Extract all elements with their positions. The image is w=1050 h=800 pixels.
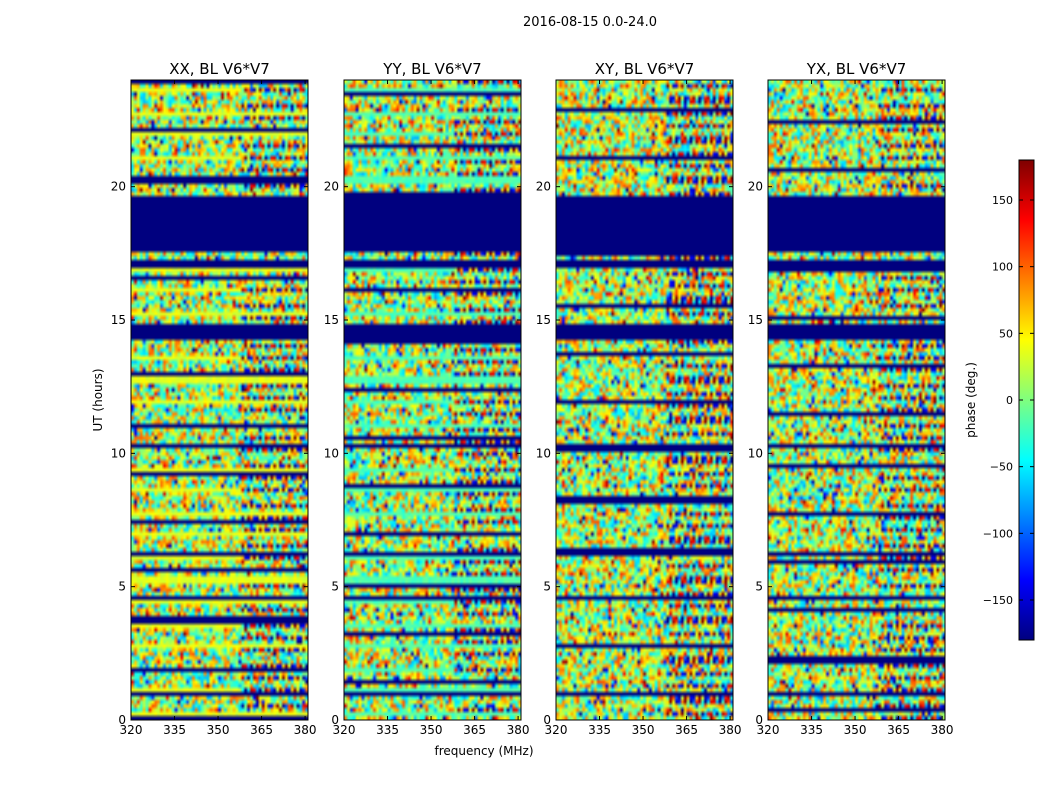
x-tick-label: 380 bbox=[507, 723, 530, 737]
colorbar-tick-label: 150 bbox=[992, 194, 1013, 207]
y-tick-label: 10 bbox=[748, 446, 763, 460]
panel-frame bbox=[767, 79, 946, 721]
y-tick-label: 5 bbox=[331, 580, 339, 594]
x-tick-label: 365 bbox=[250, 723, 273, 737]
x-tick-label: 335 bbox=[588, 723, 611, 737]
colorbar-tick-label: 50 bbox=[999, 327, 1013, 340]
colorbar-tick-label: 100 bbox=[992, 261, 1013, 274]
heatmap-image bbox=[768, 80, 945, 720]
x-tick-label: 335 bbox=[163, 723, 186, 737]
heatmap-panel: YY, BL V6*V7 320 335 350 365 380 0 5 10 15 20 bbox=[324, 60, 530, 737]
panel-frame bbox=[130, 79, 309, 721]
y-tick-label: 20 bbox=[324, 180, 339, 194]
panel-frame bbox=[555, 79, 734, 721]
panel-title: YX, BL V6*V7 bbox=[806, 60, 907, 78]
x-tick-label: 350 bbox=[844, 723, 867, 737]
colorbar-tick-label: −50 bbox=[990, 461, 1013, 474]
y-tick-label: 0 bbox=[118, 713, 126, 727]
panel-title: XX, BL V6*V7 bbox=[169, 60, 270, 78]
x-tick-label: 335 bbox=[800, 723, 823, 737]
y-tick-label: 10 bbox=[324, 446, 339, 460]
colorbar-tick-label: 0 bbox=[1006, 394, 1013, 407]
x-tick-label: 320 bbox=[120, 723, 143, 737]
y-tick-label: 10 bbox=[111, 446, 126, 460]
x-tick-label: 335 bbox=[376, 723, 399, 737]
x-tick-label: 320 bbox=[757, 723, 780, 737]
heatmap-image bbox=[344, 80, 521, 720]
x-tick-label: 380 bbox=[931, 723, 954, 737]
x-tick-label: 380 bbox=[294, 723, 317, 737]
panel-frame bbox=[343, 79, 522, 721]
x-tick-label: 380 bbox=[719, 723, 742, 737]
y-tick-label: 10 bbox=[536, 446, 551, 460]
y-tick-label: 20 bbox=[748, 180, 763, 194]
colorbar-tick-label: −150 bbox=[983, 594, 1013, 607]
y-tick-label: 20 bbox=[111, 180, 126, 194]
x-tick-label: 365 bbox=[675, 723, 698, 737]
y-tick-label: 15 bbox=[536, 313, 551, 327]
panel-title: YY, BL V6*V7 bbox=[382, 60, 481, 78]
x-tick-label: 350 bbox=[420, 723, 443, 737]
y-tick-label: 20 bbox=[536, 180, 551, 194]
x-tick-label: 365 bbox=[887, 723, 910, 737]
y-tick-label: 0 bbox=[755, 713, 763, 727]
x-tick-label: 350 bbox=[207, 723, 230, 737]
x-axis-label: frequency (MHz) bbox=[434, 744, 533, 758]
x-tick-label: 320 bbox=[545, 723, 568, 737]
x-tick-label: 350 bbox=[632, 723, 655, 737]
heatmap-panel: XX, BL V6*V7 320 335 350 365 380 0 5 10 15 20 bbox=[111, 60, 317, 737]
heatmap-panel: XY, BL V6*V7 320 335 350 365 380 0 5 10 15 20 bbox=[536, 60, 742, 737]
heatmap-image bbox=[131, 80, 308, 720]
y-tick-label: 5 bbox=[543, 580, 551, 594]
y-tick-label: 0 bbox=[543, 713, 551, 727]
x-tick-label: 365 bbox=[463, 723, 486, 737]
x-tick-label: 320 bbox=[333, 723, 356, 737]
y-tick-label: 5 bbox=[118, 580, 126, 594]
colorbar: −150 −100 −50 0 50 100 150 phase (deg.) bbox=[964, 159, 1035, 641]
panel-title: XY, BL V6*V7 bbox=[595, 60, 695, 78]
y-tick-label: 0 bbox=[331, 713, 339, 727]
colorbar-tick-label: −100 bbox=[983, 527, 1013, 540]
figure-suptitle: 2016-08-15 0.0-24.0 bbox=[523, 15, 657, 30]
y-axis-label: UT (hours) bbox=[91, 368, 105, 431]
colorbar-label: phase (deg.) bbox=[964, 362, 978, 438]
heatmap-image bbox=[556, 80, 733, 720]
y-tick-label: 15 bbox=[748, 313, 763, 327]
y-tick-label: 15 bbox=[111, 313, 126, 327]
heatmap-panel: YX, BL V6*V7 320 335 350 365 380 0 5 10 15 20 bbox=[748, 60, 954, 737]
y-tick-label: 5 bbox=[755, 580, 763, 594]
y-tick-label: 15 bbox=[324, 313, 339, 327]
